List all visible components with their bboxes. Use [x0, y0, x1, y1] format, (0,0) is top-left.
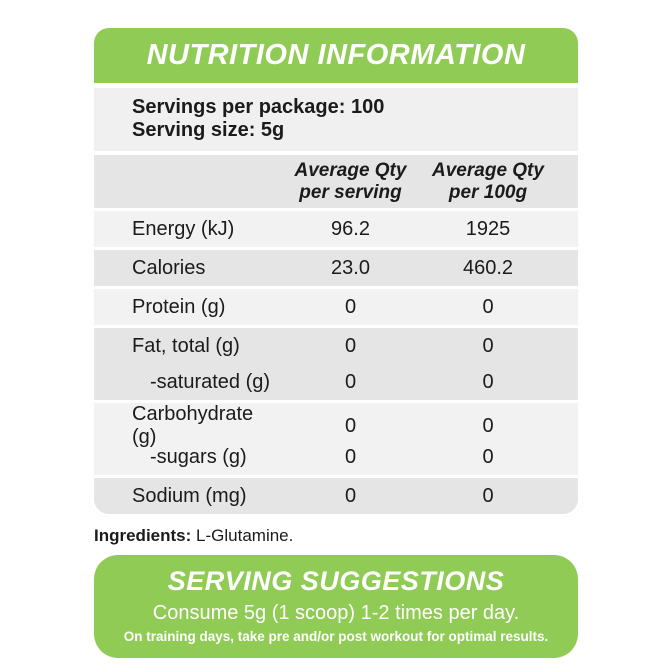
- serving-suggestions-note: On training days, take pre and/or post w…: [123, 629, 549, 644]
- row-value-saturated-per-serving: 0: [344, 370, 357, 393]
- row-label-saturated: -saturated (g): [150, 370, 271, 393]
- nutrition-header-bar: NUTRITION INFORMATION: [94, 28, 578, 83]
- table-row-sodium: Sodium (mg) 0 0: [94, 478, 578, 514]
- row-value-sugars-per-100g: 0: [482, 445, 494, 468]
- row-label-protein: Protein (g): [132, 295, 226, 318]
- ingredients-line: Ingredients: L-Glutamine.: [94, 525, 578, 546]
- column-header-per-serving: Average Qty per serving: [294, 159, 407, 203]
- row-value-sugars-per-serving: 0: [344, 445, 357, 468]
- table-row-protein: Protein (g) 0 0: [94, 289, 578, 325]
- servings-per-package-text: Servings per package: 100: [132, 96, 385, 118]
- serving-size-text: Serving size: 5g: [132, 119, 285, 141]
- nutrition-panel: NUTRITION INFORMATION Servings per packa…: [94, 28, 578, 514]
- serving-suggestions-box: SERVING SUGGESTIONS Consume 5g (1 scoop)…: [94, 555, 578, 658]
- table-row: Calories 23.0 460.2: [94, 250, 578, 286]
- table-row: Energy (kJ) 96.2 1925: [94, 211, 578, 247]
- nutrition-title: NUTRITION INFORMATION: [146, 39, 526, 71]
- table-row: Protein (g) 0 0: [94, 289, 578, 325]
- column-header-block: Average Qty per serving Average Qty per …: [94, 155, 578, 208]
- row-value-carbohydrate-per-100g: 0: [482, 414, 494, 437]
- serving-suggestions-dosage: Consume 5g (1 scoop) 1-2 times per day.: [152, 602, 520, 624]
- row-value-saturated-per-100g: 0: [482, 370, 494, 393]
- table-row-calories: Calories 23.0 460.2: [94, 250, 578, 286]
- table-block-carbohydrate: Carbohydrate (g) 0 0 -sugars (g) 0 0: [94, 403, 578, 475]
- ingredients-label: Ingredients:: [94, 526, 192, 545]
- table-row: Fat, total (g) 0 0: [94, 328, 578, 364]
- table-row: -saturated (g) 0 0: [94, 364, 578, 400]
- serving-suggestions-title: SERVING SUGGESTIONS: [167, 566, 505, 596]
- table-row: Sodium (mg) 0 0: [94, 478, 578, 514]
- row-label-sugars: -sugars (g): [150, 445, 247, 468]
- row-value-carbohydrate-per-serving: 0: [344, 414, 357, 437]
- table-row: -sugars (g) 0 0: [94, 439, 578, 475]
- table-row-energy: Energy (kJ) 96.2 1925: [94, 211, 578, 247]
- row-value-sodium-per-100g: 0: [482, 484, 494, 507]
- table-block-fat: Fat, total (g) 0 0 -saturated (g) 0 0: [94, 328, 578, 400]
- row-label-energy: Energy (kJ): [132, 217, 235, 240]
- row-label-calories: Calories: [132, 256, 206, 279]
- row-value-fat-per-100g: 0: [482, 334, 494, 357]
- ingredients-value: L-Glutamine.: [196, 526, 294, 545]
- row-value-calories-per-100g: 460.2: [462, 256, 514, 279]
- row-value-energy-per-100g: 1925: [465, 217, 511, 240]
- row-value-energy-per-serving: 96.2: [331, 217, 370, 240]
- table-row: Carbohydrate (g) 0 0: [94, 403, 578, 448]
- column-header-row: Average Qty per serving Average Qty per …: [94, 155, 578, 208]
- row-value-protein-per-100g: 0: [482, 295, 494, 318]
- row-value-calories-per-serving: 23.0: [331, 256, 370, 279]
- row-value-fat-per-serving: 0: [344, 334, 357, 357]
- row-label-sodium: Sodium (mg): [132, 484, 247, 507]
- row-value-sodium-per-serving: 0: [344, 484, 357, 507]
- nutrition-table: Average Qty per serving Average Qty per …: [94, 155, 578, 514]
- row-label-carbohydrate: Carbohydrate (g): [132, 403, 254, 448]
- servings-section: Servings per package: 100 Serving size: …: [94, 88, 578, 151]
- row-value-protein-per-serving: 0: [344, 295, 357, 318]
- column-header-per-100g: Average Qty per 100g: [432, 159, 544, 203]
- row-label-fat-total: Fat, total (g): [132, 334, 240, 357]
